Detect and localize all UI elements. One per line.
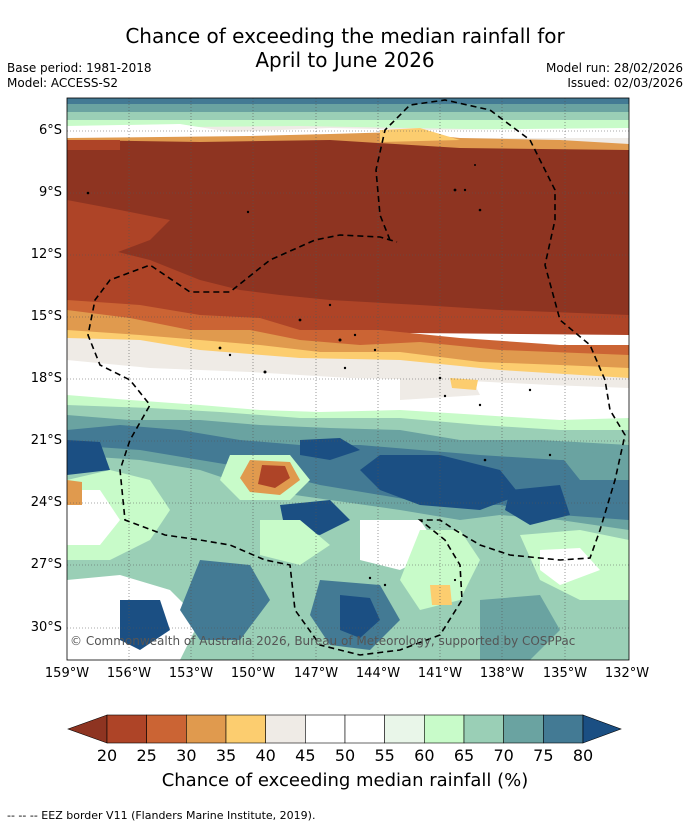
- colorbar-cell: [106, 714, 147, 744]
- colorbar-tick-50: 50: [334, 746, 356, 765]
- base-period: Base period: 1981-2018: [7, 61, 152, 75]
- map-title: Chance of exceeding the median rainfall …: [0, 24, 690, 72]
- colorbar-cell: [384, 714, 425, 744]
- meta-left: Base period: 1981-2018 Model: ACCESS-S2: [7, 61, 152, 91]
- colorbar-cell: [186, 714, 227, 744]
- colorbar-low-extension: [67, 714, 108, 744]
- model-run: Model run: 28/02/2026: [545, 61, 683, 75]
- colorbar-cell: [265, 714, 306, 744]
- lat-tick-21s: 21°S: [30, 433, 62, 448]
- colorbar-tick-65: 65: [453, 746, 475, 765]
- lon-tick-159w: 159°W: [44, 666, 90, 681]
- colorbar-cell: [146, 714, 187, 744]
- lat-tick-30s: 30°S: [30, 620, 62, 635]
- colorbar-cell: [503, 714, 544, 744]
- lat-tick-18s: 18°S: [30, 371, 62, 386]
- colorbar-cell: [344, 714, 385, 744]
- lon-tick-156w: 156°W: [106, 666, 152, 681]
- colorbar-label: Chance of exceeding median rainfall (%): [161, 770, 529, 791]
- title-line-1: Chance of exceeding the median rainfall …: [125, 24, 565, 48]
- colorbar-cell: [225, 714, 266, 744]
- eez-border: [87, 99, 626, 656]
- lat-tick-24s: 24°S: [30, 495, 62, 510]
- meta-right: Model run: 28/02/2026 Issued: 02/03/2026: [546, 61, 683, 91]
- colorbar-tick-35: 35: [215, 746, 237, 765]
- colorbar-tick-70: 70: [493, 746, 514, 765]
- map-field: [67, 98, 629, 660]
- lon-tick-150w: 150°W: [230, 666, 276, 681]
- colorbar-cell: [543, 714, 584, 744]
- colorbar-high-extension: [582, 714, 622, 744]
- lon-tick-132w: 132°W: [604, 666, 650, 681]
- lat-tick-15s: 15°S: [30, 309, 62, 324]
- colorbar-tick-25: 25: [136, 746, 157, 765]
- issued-date: Issued: 02/03/2026: [567, 76, 683, 90]
- lon-tick-144w: 144°W: [355, 666, 401, 681]
- lat-tick-6s: 6°S: [38, 123, 62, 138]
- colorbar-tick-60: 60: [414, 746, 435, 765]
- colorbar-cell: [424, 714, 465, 744]
- lon-tick-153w: 153°W: [168, 666, 214, 681]
- colorbar-tick-55: 55: [374, 746, 395, 765]
- title-line-2: April to June 2026: [255, 48, 435, 72]
- model-name: Model: ACCESS-S2: [7, 76, 119, 90]
- colorbar-tick-20: 20: [96, 746, 118, 765]
- colorbar-tick-75: 75: [533, 746, 554, 765]
- colorbar-cell: [305, 714, 346, 744]
- copyright-notice: © Commonwealth of Australia 2026, Bureau…: [70, 634, 576, 648]
- lat-tick-12s: 12°S: [30, 247, 62, 262]
- lon-tick-138w: 138°W: [479, 666, 525, 681]
- lon-tick-147w: 147°W: [293, 666, 339, 681]
- colorbar-cells: [106, 714, 584, 744]
- colorbar-tick-80: 80: [572, 746, 594, 765]
- colorbar-tick-30: 30: [176, 746, 197, 765]
- colorbar-tick-45: 45: [295, 746, 316, 765]
- lon-tick-141w: 141°W: [417, 666, 463, 681]
- lat-tick-27s: 27°S: [30, 557, 62, 572]
- colorbar-cell: [463, 714, 504, 744]
- eez-legend: -- -- -- EEZ border V11 (Flanders Marine…: [7, 809, 316, 822]
- lon-tick-135w: 135°W: [542, 666, 588, 681]
- lat-tick-9s: 9°S: [38, 185, 62, 200]
- colorbar-tick-40: 40: [255, 746, 276, 765]
